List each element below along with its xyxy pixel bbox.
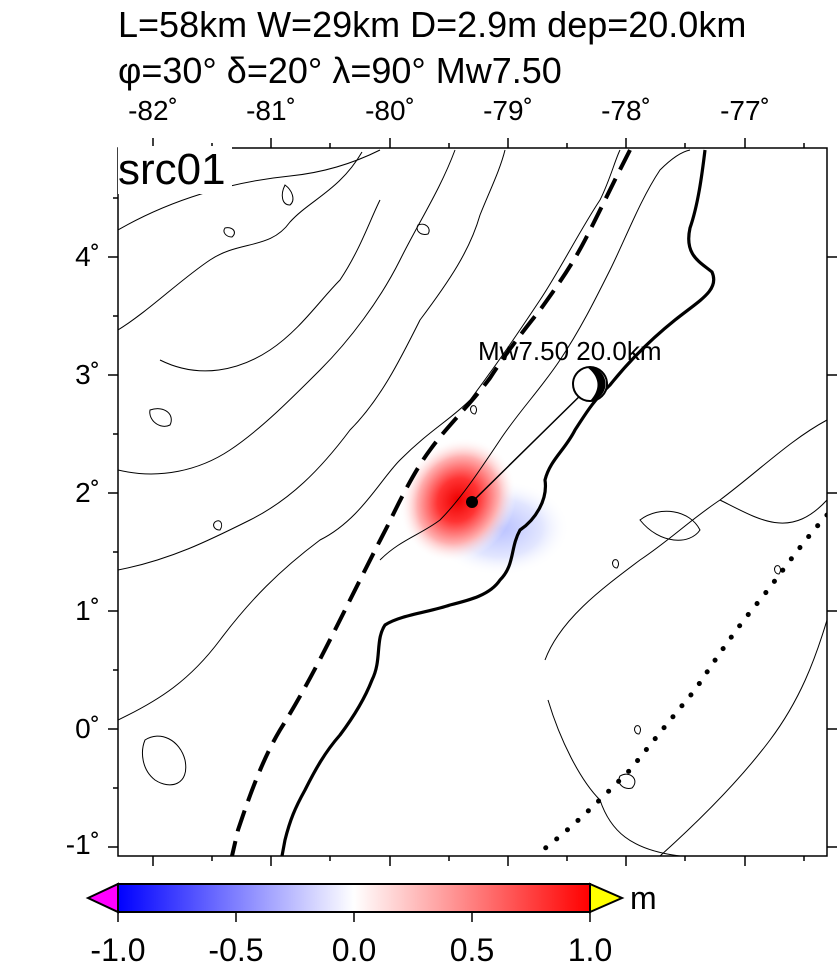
dotted-boundary	[532, 512, 827, 856]
lat-tick-label: 1˚	[75, 595, 100, 626]
figure-title-mechanism: φ=30° δ=20° λ=90° Mw7.50	[118, 50, 562, 91]
lat-tick-label: -1˚	[65, 829, 100, 860]
figure-title-parameters: L=58km W=29km D=2.9m dep=20.0km	[118, 4, 747, 45]
colorbar-tick-label: -1.0	[90, 932, 146, 968]
earthquake-label: Mw7.50 20.0km	[478, 336, 662, 366]
lon-tick-label: -81˚	[246, 95, 296, 126]
axis-ticks	[108, 138, 837, 866]
map-area	[118, 149, 827, 856]
lon-tick-label: -78˚	[601, 95, 651, 126]
lon-tick-label: -82˚	[128, 95, 178, 126]
lon-tick-label: -79˚	[483, 95, 533, 126]
colorbar-gradient	[117, 883, 591, 913]
lon-tick-label: -77˚	[720, 95, 770, 126]
panel-label: src01	[118, 146, 232, 194]
lat-tick-label: 4˚	[75, 241, 100, 272]
epicenter-dot	[466, 496, 478, 508]
epicenter-leader	[471, 385, 591, 503]
colorbar-under-triangle	[85, 882, 119, 914]
colorbar-unit: m	[630, 880, 657, 916]
coastline	[280, 149, 716, 856]
colorbar-over-triangle	[589, 882, 625, 914]
focal-mechanism-beachball	[572, 366, 608, 402]
colorbar-tick-label: 0.0	[331, 932, 377, 968]
colorbar-tick-label: 0.5	[449, 932, 495, 968]
colorbar	[85, 882, 625, 922]
lat-tick-label: 0˚	[75, 713, 100, 744]
trench-line	[230, 149, 632, 856]
lat-tick-label: 2˚	[75, 477, 100, 508]
lat-tick-label: 3˚	[75, 359, 100, 390]
colorbar-tick-label: -0.5	[208, 932, 264, 968]
lon-tick-label: -80˚	[365, 95, 415, 126]
map-frame	[117, 147, 828, 857]
bathymetry-contours	[118, 149, 827, 856]
colorbar-tick-label: 1.0	[567, 932, 613, 968]
